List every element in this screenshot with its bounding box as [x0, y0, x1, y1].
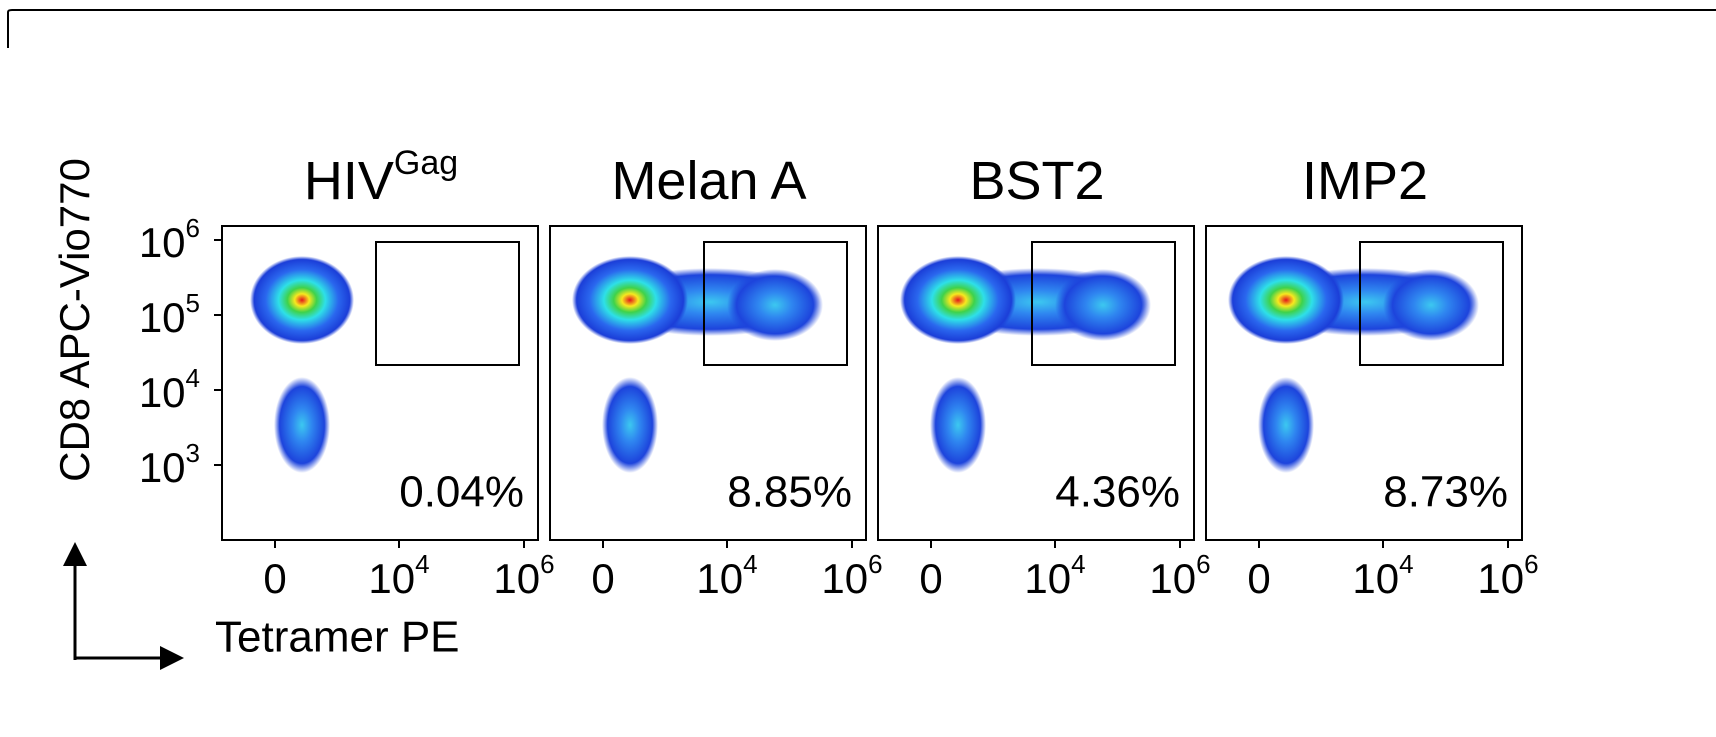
- population-tet: [1383, 269, 1479, 341]
- panel-title: HIVGag: [304, 144, 458, 211]
- y-tick-label: 106: [139, 213, 200, 266]
- panel-title-sup: Gag: [394, 144, 458, 182]
- x-tick-label-exp: 6: [1196, 549, 1210, 579]
- population-low: [274, 377, 330, 473]
- x-tick-label-exp: 4: [1071, 549, 1085, 579]
- population-main: [1228, 256, 1344, 344]
- y-tick-label-base: 10: [139, 219, 186, 266]
- x-tick-label-exp: 4: [415, 549, 429, 579]
- population-low: [930, 377, 986, 473]
- population-low: [1258, 377, 1314, 473]
- gate: [1359, 241, 1504, 366]
- x-tick-label: 0: [263, 555, 286, 602]
- gate: [375, 241, 520, 366]
- x-tick-label: 106: [1149, 549, 1210, 602]
- x-tick-label-base: 10: [696, 555, 743, 602]
- x-tick-label-base: 0: [263, 555, 286, 602]
- x-axis-label: Tetramer PE: [215, 613, 460, 662]
- y-tick-label-base: 10: [139, 294, 186, 341]
- population-main: [572, 256, 688, 344]
- y-tick-label-exp: 6: [186, 213, 200, 243]
- x-tick-label: 106: [821, 549, 882, 602]
- y-tick-label-base: 10: [139, 444, 186, 491]
- panel-title-main: IMP2: [1302, 151, 1428, 211]
- gate-percent: 8.73%: [1383, 468, 1508, 517]
- plot-frame: [221, 225, 539, 541]
- x-tick-label: 104: [1352, 549, 1413, 602]
- x-tick-label-exp: 6: [1524, 549, 1538, 579]
- population-tet: [1055, 269, 1151, 341]
- x-tick-label: 104: [696, 549, 757, 602]
- x-tick-label-base: 10: [1352, 555, 1399, 602]
- gate: [1031, 241, 1176, 366]
- x-tick-label-base: 10: [1477, 555, 1524, 602]
- population-main: [900, 256, 1016, 344]
- x-tick-label-exp: 4: [1399, 549, 1413, 579]
- population-tet: [727, 269, 823, 341]
- x-tick-label: 0: [1247, 555, 1270, 602]
- panel-title-main: HIV: [304, 151, 394, 211]
- y-tick-label-base: 10: [139, 369, 186, 416]
- panel-title: BST2: [969, 151, 1104, 211]
- y-tick-label: 104: [139, 363, 200, 416]
- x-tick-label: 106: [1477, 549, 1538, 602]
- plot-frame: [877, 225, 1195, 541]
- x-tick-label-base: 10: [1149, 555, 1196, 602]
- x-tick-label: 104: [1024, 549, 1085, 602]
- frame: [7, 9, 1716, 48]
- x-tick-label: 0: [919, 555, 942, 602]
- x-tick-label-base: 10: [493, 555, 540, 602]
- x-tick-label-base: 10: [1024, 555, 1071, 602]
- x-tick-label: 106: [493, 549, 554, 602]
- x-tick-label-exp: 6: [540, 549, 554, 579]
- panel-title-main: BST2: [969, 151, 1104, 211]
- gate: [703, 241, 848, 366]
- x-tick-label-base: 0: [919, 555, 942, 602]
- x-tick-label-base: 10: [368, 555, 415, 602]
- x-tick-label: 104: [368, 549, 429, 602]
- y-tick-label: 103: [139, 438, 200, 491]
- panel-title-main: Melan A: [611, 151, 806, 211]
- plot-frame: [1205, 225, 1523, 541]
- y-tick-label: 105: [139, 288, 200, 341]
- gate-percent: 0.04%: [399, 468, 524, 517]
- x-tick-label-base: 0: [1247, 555, 1270, 602]
- x-tick-label: 0: [591, 555, 614, 602]
- x-tick-label-exp: 4: [743, 549, 757, 579]
- population-main: [250, 256, 354, 344]
- panel-title: IMP2: [1302, 151, 1428, 211]
- gate-percent: 8.85%: [727, 468, 852, 517]
- y-tick-label-exp: 4: [186, 363, 200, 393]
- plot-frame: [549, 225, 867, 541]
- x-tick-label-exp: 6: [868, 549, 882, 579]
- y-axis-label: CD8 APC-Vio770: [51, 158, 98, 482]
- x-tick-label-base: 10: [821, 555, 868, 602]
- y-tick-label-exp: 5: [186, 288, 200, 318]
- x-tick-label-base: 0: [591, 555, 614, 602]
- y-tick-label-exp: 3: [186, 438, 200, 468]
- panel-title: Melan A: [611, 151, 806, 211]
- gate-percent: 4.36%: [1055, 468, 1180, 517]
- population-low: [602, 377, 658, 473]
